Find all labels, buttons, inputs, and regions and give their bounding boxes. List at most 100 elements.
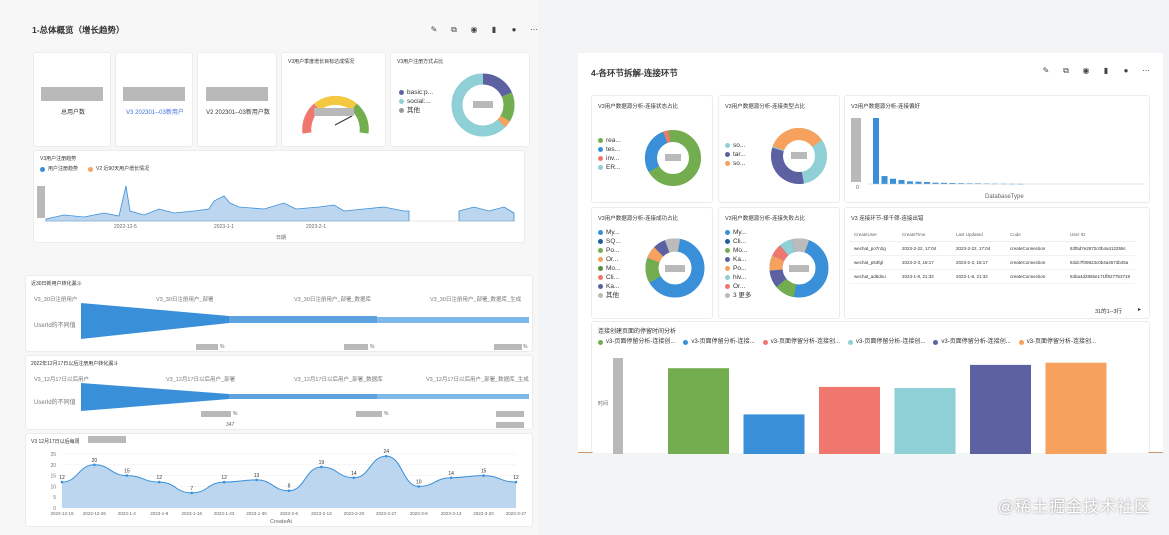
type-pie-center-placeholder	[791, 152, 807, 159]
legend-item[interactable]: Po...	[598, 246, 621, 255]
funnel1-pct: %	[370, 344, 375, 350]
table-row[interactable]: wechat_ad5dnu 2023-1-8, 21:32 2023-1-8, …	[849, 269, 1135, 284]
legend-item[interactable]: Cli...	[598, 273, 621, 282]
bar	[958, 183, 964, 184]
legend-item[interactable]: V2 近90天用户增长情况	[88, 165, 149, 174]
bar	[949, 183, 956, 184]
legend-item[interactable]: Po...	[725, 264, 751, 273]
connection-status-pie-card: V3用户数据源分析-连接状态占比 rea... tes... inv... ER…	[591, 95, 713, 203]
success-donut-chart	[645, 238, 705, 298]
data-label: 15	[481, 469, 487, 475]
legend-item[interactable]: 其他	[399, 106, 433, 115]
legend-item[interactable]: v3-页面停留分析-连接创...	[933, 338, 1011, 347]
login-pie-legend: basic:p... social:... 其他	[399, 88, 433, 115]
share-icon[interactable]: ⧉	[451, 25, 457, 34]
table-cell: wechat_p53fgl	[849, 255, 897, 270]
table-row[interactable]: wechat_p53fgl 2023-2-3, 18:17 2023-2-3, …	[849, 255, 1135, 270]
table-header-row: CreateUser CreateTime Last Updated Code …	[849, 228, 1135, 242]
legend-item[interactable]: v3-页面停留分析-连接创...	[848, 338, 925, 347]
legend-item[interactable]: tar...	[725, 150, 746, 159]
funnel1-step-label: V3_30日注册用户_部署_数据库	[294, 297, 372, 303]
data-label: 14	[351, 471, 357, 477]
x-tick-label: 2023-3-6	[410, 511, 429, 516]
legend-item[interactable]: so...	[725, 141, 746, 150]
more-icon[interactable]: ⋯	[1142, 66, 1150, 75]
pref-title: V3用户数据源分析-连接偏好	[851, 104, 921, 110]
legend-item[interactable]: tes...	[598, 145, 621, 154]
legend-item[interactable]: 用户注册趋势	[40, 165, 78, 174]
table-cell: 2023-1-8, 21:32	[951, 269, 1005, 284]
connection-error-table: CreateUser CreateTime Last Updated Code …	[849, 228, 1135, 284]
table-cell: 63f5d7e2872c0b4a412259c	[1065, 241, 1135, 256]
col-header[interactable]: Last Updated	[951, 228, 1005, 242]
bar	[1045, 362, 1107, 454]
legend-item[interactable]: social:...	[399, 97, 433, 106]
legend-item[interactable]: Mo...	[598, 264, 621, 273]
data-point	[60, 480, 64, 484]
next-page-icon[interactable]: ▸	[1138, 307, 1142, 313]
watermark: @稀土掘金技术社区	[997, 499, 1151, 516]
x-tick-label: 2023-1-23	[214, 511, 235, 516]
more-icon[interactable]: ⋯	[530, 25, 538, 34]
col-header[interactable]: Code	[1005, 228, 1065, 242]
table-cell: 63ba4d2865e171ff8277b3719	[1065, 269, 1135, 284]
bar	[975, 183, 981, 184]
col-header[interactable]: CreateUser	[849, 228, 897, 242]
legend-item[interactable]: SQ...	[598, 237, 621, 246]
connection-error-table-card: V3 连接环节-择千筛-连接出错 CreateUser CreateTime L…	[844, 207, 1150, 319]
legend-item[interactable]: 3 更多	[725, 291, 751, 300]
trend-legend: 用户注册趋势 V2 近90天用户增长情况	[40, 165, 149, 174]
legend-item[interactable]: v3-页面停留分析-连接创...	[762, 338, 840, 347]
legend-item[interactable]: My...	[725, 228, 751, 237]
legend-item[interactable]: Ka...	[598, 282, 621, 291]
bookmark-icon[interactable]: ▮	[491, 25, 497, 34]
bar	[941, 182, 947, 184]
data-point	[93, 463, 96, 467]
legend-item[interactable]: ER...	[598, 163, 621, 172]
funnel2-step-label: V3_12月17日以后用户_部署_数据库_生成	[426, 377, 529, 383]
legend-item[interactable]: Ka...	[725, 255, 751, 264]
legend-item[interactable]: v3-页面停留分析-连接...	[683, 338, 755, 347]
bookmark-icon[interactable]: ▮	[1103, 66, 1109, 75]
legend-item[interactable]: Cli...	[725, 237, 751, 246]
funnel2-title: 2022年12月17日以后注册用户转化漏斗	[31, 361, 119, 367]
funnel1-step-label: V3_30日注册用户	[34, 297, 78, 303]
login-pie-title: V3用户注册方式占比	[397, 59, 444, 65]
table-cell: createConnection	[1005, 255, 1065, 270]
legend-item[interactable]: Or...	[725, 282, 751, 291]
type-donut-chart	[770, 128, 827, 184]
legend-item[interactable]: My...	[598, 228, 621, 237]
data-label: 12	[513, 475, 519, 481]
table-row[interactable]: wechat_po7n2g 2023-2-22, 17:04 2023-2-22…	[849, 241, 1135, 256]
col-header[interactable]: User ID	[1065, 228, 1135, 242]
funnel2-pct: %	[233, 411, 238, 417]
legend-item[interactable]: v3-页面停留分析-连接创...	[598, 338, 675, 347]
kpi-label: 总用户数	[60, 110, 85, 116]
share-icon[interactable]: ⧉	[1063, 66, 1069, 75]
col-header[interactable]: CreateTime	[897, 228, 951, 242]
legend-item[interactable]: Or...	[598, 255, 621, 264]
edit-icon[interactable]: ✎	[1042, 66, 1050, 75]
preference-bar-chart	[867, 118, 1145, 185]
edit-icon[interactable]: ✎	[430, 25, 438, 34]
legend-item[interactable]: inv...	[598, 154, 621, 163]
legend-item[interactable]: basic:p...	[399, 88, 433, 97]
legend-item[interactable]: 其他	[598, 291, 621, 300]
legend-item[interactable]: v3-页面停留分析-连接创...	[1018, 338, 1096, 347]
kpi-value-placeholder	[41, 87, 103, 101]
legend-item[interactable]: so...	[725, 159, 746, 168]
legend-item[interactable]: rea...	[598, 136, 621, 145]
table-cell: createConnection	[1005, 241, 1065, 256]
status-pie-center-placeholder	[665, 154, 681, 161]
data-point	[287, 489, 291, 493]
bar	[924, 182, 930, 184]
refresh-icon[interactable]: ◉	[1082, 66, 1090, 75]
area-title-placeholder	[88, 436, 126, 443]
legend-item[interactable]: Mo...	[725, 246, 751, 255]
refresh-icon[interactable]: ◉	[470, 25, 478, 34]
x-tick-label: 2023-3-27	[506, 511, 527, 516]
info-icon[interactable]: ●	[1123, 66, 1129, 75]
legend-item[interactable]: hiv...	[725, 273, 751, 282]
data-label: 12	[59, 475, 65, 481]
info-icon[interactable]: ●	[511, 25, 517, 34]
